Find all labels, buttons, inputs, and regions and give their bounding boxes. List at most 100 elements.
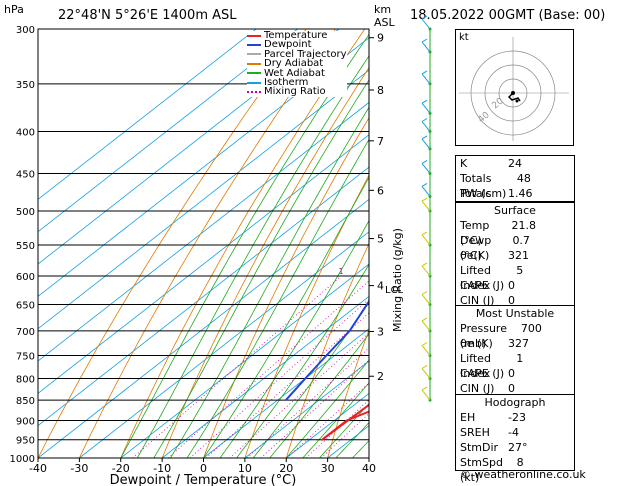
km-tick-label: 8 [377, 84, 384, 97]
wind-barb [421, 102, 431, 114]
wind-barb [421, 265, 431, 277]
isotherm-line [79, 231, 369, 458]
x-tick-label: -40 [29, 462, 47, 475]
legend-label: Temperature [264, 30, 328, 41]
row-label: CIN (J) [460, 294, 495, 307]
legend-label: Dewpoint [264, 39, 312, 51]
row-value: 0 [508, 367, 515, 380]
wind-barb [421, 183, 428, 187]
credit-text: © weatheronline.co.uk [460, 468, 586, 481]
hodograph-table-title: Hodograph [484, 396, 546, 409]
pressure-tick-label: 500 [16, 207, 35, 218]
dry-adiabat-line [576, 29, 629, 458]
legend-item: Wet Adiabat [247, 68, 347, 78]
surface-title: Surface [494, 204, 536, 217]
table-row: Dewp (°C) 0.7 [456, 233, 574, 262]
row-value: 327 [508, 337, 529, 350]
row-label: θe(K) [460, 249, 490, 262]
wind-barb [421, 70, 428, 75]
mixing-ratio-label: 1 [339, 267, 344, 276]
table-row: Lifted Index 5 [456, 263, 574, 292]
table-row: Pressure (mb) 700 [456, 321, 574, 350]
km-tick-label: 5 [377, 233, 384, 246]
wind-barb [421, 294, 431, 305]
x-tick-label: 0 [200, 462, 207, 475]
pressure-tick-label: 650 [16, 301, 35, 312]
km-label: km [374, 3, 392, 16]
km-tick-label: 4 [377, 280, 384, 293]
isotherm-line [38, 101, 369, 362]
pressure-tick-label: 850 [16, 396, 35, 407]
series-dewpoint [285, 299, 369, 401]
row-value: -4 [508, 426, 519, 439]
wet-adiabat-line [285, 359, 369, 458]
mixing-ratio-label: 8 [447, 267, 452, 276]
row-label: SREH [460, 426, 490, 439]
row-value: 0.7 [512, 234, 530, 247]
legend-label: Mixing Ratio [264, 86, 326, 98]
row-label: EH [460, 411, 476, 424]
legend-item: Parcel Trajectory [247, 49, 347, 60]
location-title: 22°48'N 5°26'E 1400m ASL [58, 8, 237, 23]
wind-barb [421, 365, 428, 369]
wind-barb [421, 186, 431, 197]
wind-barb [421, 121, 431, 132]
isotherm-line [244, 360, 369, 458]
wind-barb [421, 345, 431, 356]
row-value: 1 [516, 352, 524, 365]
wet-adiabat-line [302, 382, 369, 458]
legend-swatch [247, 44, 261, 47]
wind-barb [421, 317, 428, 322]
indices-panel: K 24 Totals Totals 48 PW (cm) 1.46 [455, 155, 575, 202]
wind-barb [421, 160, 428, 164]
hodograph-kt-label: kt [459, 32, 469, 43]
row-value: 700 [520, 322, 542, 335]
isotherm-line [161, 295, 369, 458]
km-tick-label: 6 [377, 184, 384, 197]
row-value: 24 [508, 157, 522, 170]
wind-barb [421, 291, 428, 295]
x-tick-label: 20 [279, 462, 293, 475]
row-label: Lifted Index [460, 352, 491, 380]
storm-motion-marker [511, 91, 515, 95]
legend-item: Mixing Ratio [247, 86, 347, 98]
wind-barb [421, 200, 431, 212]
wind-barb [421, 320, 431, 332]
isotherm-line [38, 29, 257, 200]
table-row: SREH -4 [456, 425, 574, 440]
isotherm-line [203, 328, 369, 458]
date-title: 18.05.2022 00GMT (Base: 00) [410, 8, 606, 23]
most-unstable-title: Most Unstable [475, 307, 555, 320]
row-value: 48 [516, 172, 531, 185]
row-label: CIN (J) [460, 382, 495, 395]
legend-swatch [247, 34, 261, 37]
wet-adiabat-line [269, 333, 369, 458]
table-row: θe(K) 321 [456, 248, 574, 263]
wind-barb [421, 18, 431, 30]
row-value: 5 [516, 264, 524, 277]
row-label: CAPE (J) [460, 279, 505, 292]
pressure-tick-label: 800 [16, 374, 35, 385]
wind-barb [421, 15, 428, 20]
row-value: 21.8 [511, 219, 537, 232]
legend-label: Dry Adiabat [264, 58, 324, 70]
table-row: StmDir 27° [456, 440, 574, 455]
pressure-tick-label: 400 [16, 128, 35, 139]
isotherm-line [38, 69, 369, 330]
table-row: Temp (°C) 21.8 [456, 218, 574, 247]
row-value: 1.46 [508, 187, 533, 200]
wind-barb [421, 368, 431, 379]
isotherm-line [38, 29, 298, 233]
pressure-tick-label: 1000 [10, 454, 35, 465]
table-row: CIN (J) 0 [456, 381, 574, 396]
legend-swatch [247, 53, 261, 56]
row-value: 8 [516, 456, 524, 469]
table-row: CAPE (J) 0 [456, 366, 574, 381]
table-row: Totals Totals 48 [456, 171, 574, 200]
most-unstable-panel: Most Unstable Pressure (mb) 700 θe (K) 327 L… [455, 305, 575, 397]
pressure-tick-label: 900 [16, 416, 35, 427]
wind-barb [421, 231, 428, 236]
legend-label: Isotherm [264, 76, 309, 88]
row-value: 0 [508, 382, 515, 395]
